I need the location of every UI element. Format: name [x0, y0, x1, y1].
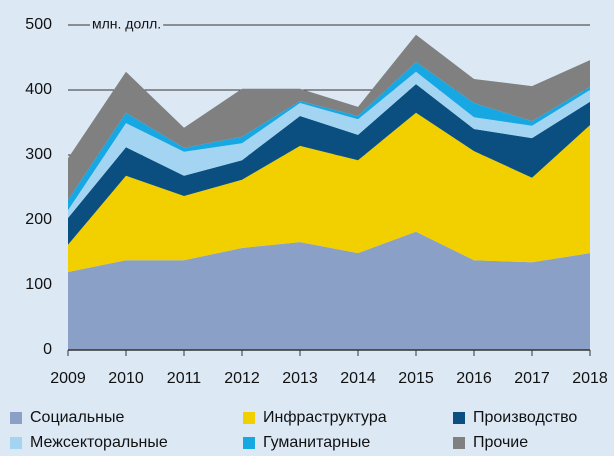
- x-tick-label: 2010: [108, 370, 144, 387]
- y-tick-label: 0: [43, 341, 52, 358]
- area: [68, 71, 590, 219]
- legend-swatch: [453, 412, 465, 424]
- legend-swatch: [10, 412, 22, 424]
- y-tick-label: 100: [25, 276, 52, 293]
- legend-label: Межсекторальные: [30, 434, 168, 451]
- area: [68, 62, 590, 211]
- label-background: [90, 15, 164, 32]
- x-tick-label: 2014: [340, 370, 376, 387]
- legend-label: Производство: [473, 409, 577, 426]
- y-tick-label: 500: [25, 16, 52, 33]
- area: [68, 84, 590, 245]
- legend-swatch: [453, 437, 465, 449]
- legend-label: Прочие: [473, 434, 528, 451]
- y-tick-label: 400: [25, 81, 52, 98]
- y-tick-label: 300: [25, 146, 52, 163]
- area: [68, 34, 590, 200]
- legend-label: Гуманитарные: [263, 434, 370, 451]
- legend-swatch: [10, 437, 22, 449]
- y-tick-label: 200: [25, 211, 52, 228]
- legend-label: Социальные: [30, 409, 124, 426]
- x-tick-label: 2015: [398, 370, 434, 387]
- x-tick-label: 2011: [167, 370, 202, 387]
- legend-swatch: [243, 437, 255, 449]
- legend-swatch: [243, 412, 255, 424]
- x-tick-label: 2018: [572, 370, 608, 387]
- x-tick-label: 2009: [50, 370, 86, 387]
- x-tick-label: 2013: [282, 370, 318, 387]
- areas: [68, 34, 590, 350]
- axes: 0 100 200 300 400 500 млн. долл. 2009 2010 2011 20…: [10, 15, 608, 451]
- legend-label: Инфраструктура: [263, 409, 387, 426]
- x-tick-label: 2016: [456, 370, 492, 387]
- y-axis-label: млн. долл.: [92, 16, 161, 32]
- x-tick-label: 2012: [224, 370, 260, 387]
- x-tick-label: 2017: [514, 370, 550, 387]
- area: [68, 231, 590, 350]
- area: [68, 112, 590, 272]
